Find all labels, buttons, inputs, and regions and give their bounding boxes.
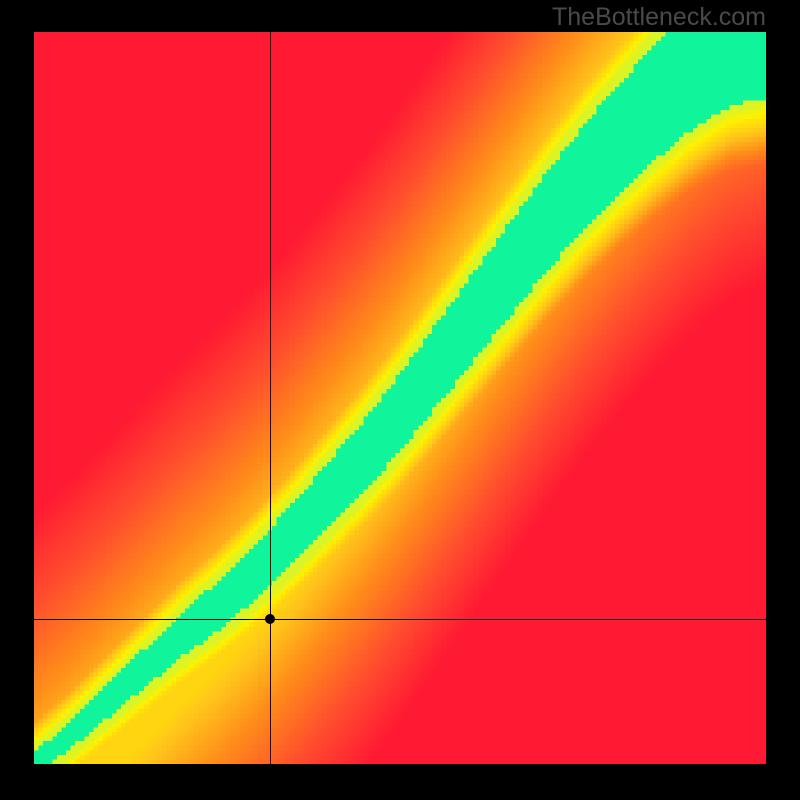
watermark-text: TheBottleneck.com	[552, 3, 766, 32]
plot-area	[34, 32, 766, 764]
crosshair-horizontal	[34, 619, 766, 620]
chart-container: TheBottleneck.com	[0, 0, 800, 800]
heatmap-canvas	[34, 32, 766, 764]
watermark-label: TheBottleneck.com	[552, 3, 766, 31]
data-point-marker	[265, 614, 275, 624]
crosshair-vertical	[270, 32, 271, 764]
